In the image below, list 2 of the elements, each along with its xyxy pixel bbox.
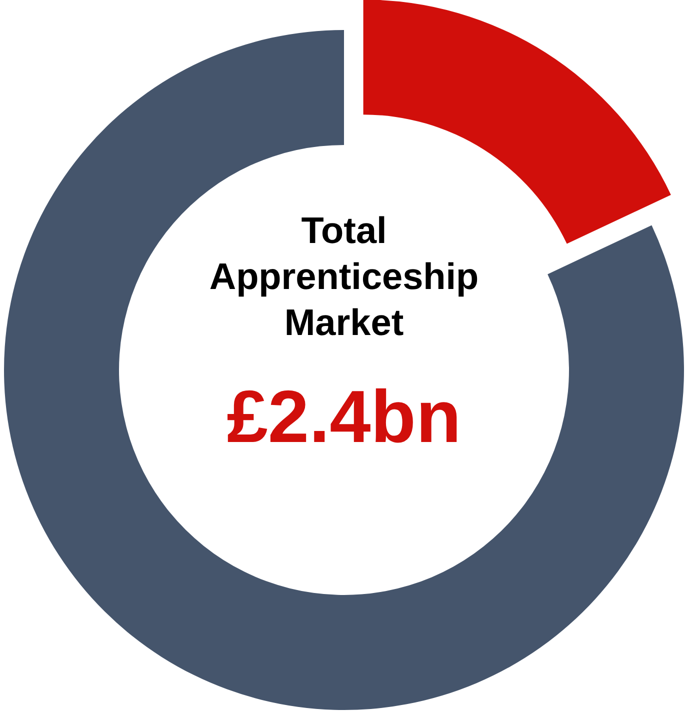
text: Total Apprenticeship Market [209,210,479,343]
text: £2.4bn [226,375,462,458]
